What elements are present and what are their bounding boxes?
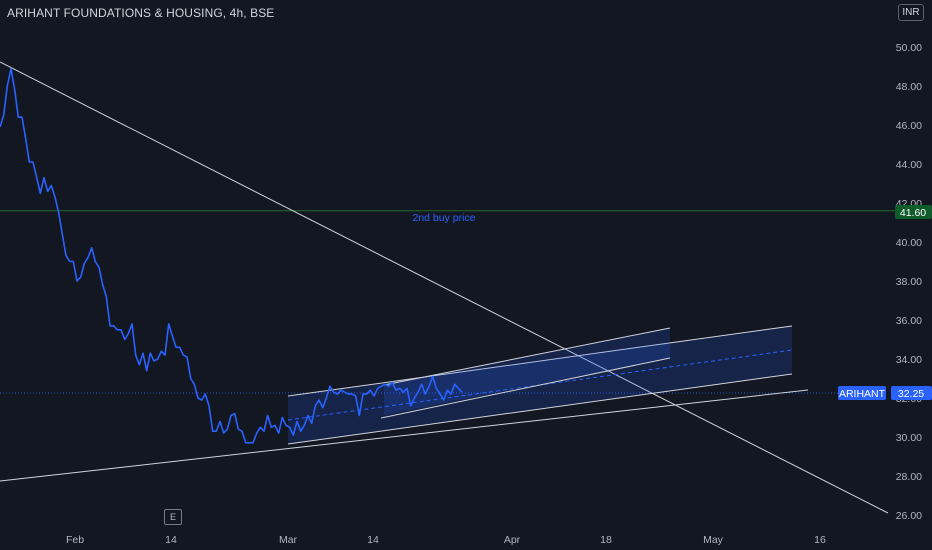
y-tick-label: 38.00 bbox=[896, 276, 922, 288]
level-tag-value: 41.60 bbox=[900, 207, 926, 219]
x-tick-label: 18 bbox=[600, 534, 612, 546]
ascending-trendline[interactable] bbox=[0, 389, 809, 482]
y-tick-label: 48.00 bbox=[896, 81, 922, 93]
currency-button[interactable]: INR bbox=[898, 4, 924, 21]
parallel-channel-upper-line[interactable] bbox=[383, 327, 671, 386]
symbol-tag-name: ARIHANT bbox=[839, 388, 886, 400]
chart-title: ARIHANT FOUNDATIONS & HOUSING, 4h, BSE bbox=[7, 6, 275, 20]
y-tick-label: 44.00 bbox=[896, 159, 922, 171]
price-tag: ARIHANT 32.25 bbox=[838, 386, 932, 400]
x-tick-label: 14 bbox=[367, 534, 379, 546]
buy-price-label[interactable]: 2nd buy price bbox=[412, 212, 475, 224]
symbol-tag-bg bbox=[838, 386, 886, 400]
descending-trendline[interactable] bbox=[0, 61, 889, 514]
y-tick-label: 34.00 bbox=[896, 354, 922, 366]
y-tick-label: 28.00 bbox=[896, 471, 922, 483]
drawing-layer[interactable] bbox=[0, 61, 895, 514]
x-tick-label: May bbox=[703, 534, 724, 546]
level-tag-bg bbox=[895, 205, 932, 219]
y-tick-label: 50.00 bbox=[896, 42, 922, 54]
x-tick-label: 16 bbox=[814, 534, 826, 546]
price-series-layer bbox=[0, 67, 463, 444]
time-axis[interactable]: Feb 14 Mar 14 Apr 18 May 16 bbox=[66, 534, 826, 546]
level-tag: 41.60 bbox=[895, 205, 932, 219]
y-tick-label: 26.00 bbox=[896, 510, 922, 522]
price-tag-bg bbox=[891, 386, 932, 400]
y-tick-label: 40.00 bbox=[896, 237, 922, 249]
channel-upper-line[interactable] bbox=[287, 325, 793, 397]
earnings-event-badge[interactable]: E bbox=[164, 509, 182, 525]
x-tick-label: Apr bbox=[504, 534, 521, 546]
price-tag-value: 32.25 bbox=[898, 388, 924, 400]
price-axis[interactable]: 26.0028.0030.0032.0034.0036.0038.0040.00… bbox=[896, 42, 922, 522]
x-tick-label: Mar bbox=[279, 534, 298, 546]
price-series-line bbox=[0, 67, 463, 444]
parallel-channel-lower-line[interactable] bbox=[380, 357, 671, 419]
y-tick-label: 30.00 bbox=[896, 432, 922, 444]
x-tick-label: 14 bbox=[165, 534, 177, 546]
channel-lower-line[interactable] bbox=[287, 373, 793, 445]
y-tick-label: 36.00 bbox=[896, 315, 922, 327]
y-tick-label: 46.00 bbox=[896, 120, 922, 132]
x-tick-label: Feb bbox=[66, 534, 84, 546]
parallel-channel-fill bbox=[384, 328, 670, 415]
